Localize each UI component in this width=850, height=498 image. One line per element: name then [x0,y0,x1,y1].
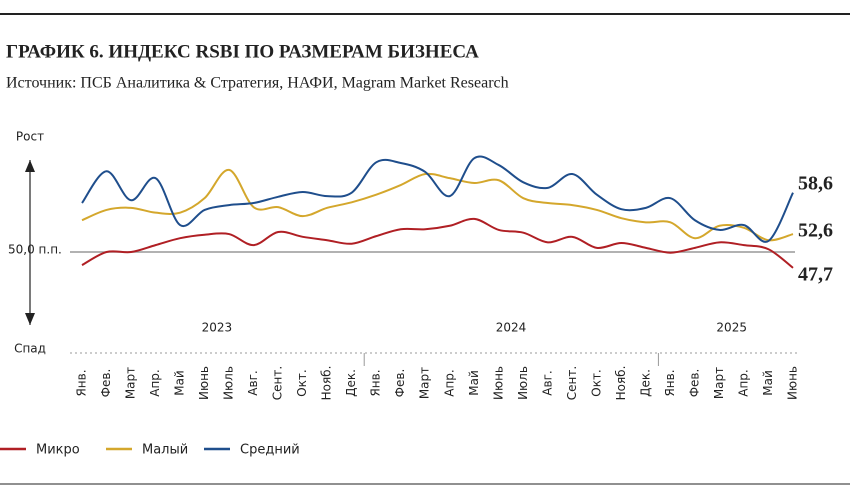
legend-label: Средний [240,443,300,458]
x-tick-label: Май [467,370,481,396]
x-tick-label: Май [173,370,187,396]
year-label: 2023 [202,321,233,335]
series-line [81,155,794,243]
x-tick-label: Авг. [246,370,260,395]
value-label: 58,6 [798,172,833,194]
x-tick-label: Июль [222,366,236,400]
series-line [81,217,794,269]
series-line [81,168,794,242]
x-tick-label: Янв. [369,369,383,396]
x-tick-label: Апр. [736,369,750,397]
x-tick-label: Окт. [589,369,603,397]
legend-label: Малый [142,443,188,458]
x-tick-label: Май [761,370,775,396]
x-tick-label: Нояб. [320,366,334,401]
x-tick-label: Окт. [295,369,309,397]
x-tick-label: Авг. [540,370,554,395]
x-tick-label: Фев. [99,369,113,398]
x-tick-label: Сент. [271,366,285,400]
x-tick-label: Дек. [638,369,652,397]
value-label: 47,7 [798,263,833,285]
value-label: 52,6 [798,220,833,242]
x-tick-label: Март [418,367,432,399]
y-tick-label: 50,0 п.п. [8,243,62,257]
x-tick-label: Июнь [786,366,800,400]
x-tick-label: Янв. [663,369,677,396]
x-tick-label: Март [124,367,138,399]
x-tick-label: Июль [516,366,530,400]
x-tick-label: Янв. [75,369,89,396]
x-tick-label: Апр. [442,369,456,397]
x-tick-label: Фев. [393,369,407,398]
chart-title: ГРАФИК 6. ИНДЕКС RSBI ПО РАЗМЕРАМ БИЗНЕС… [6,41,479,62]
x-tick-label: Фев. [687,369,701,398]
annotation: Спад [14,342,46,356]
x-tick-label: Дек. [344,369,358,397]
year-label: 2024 [496,321,527,335]
annotation: Рост [16,130,44,144]
x-tick-label: Сент. [565,366,579,400]
x-tick-label: Нояб. [614,366,628,401]
x-tick-label: Март [712,367,726,399]
chart-subtitle: Источник: ПСБ Аналитика & Стратегия, НАФ… [6,75,509,92]
year-label: 2025 [716,321,747,335]
x-tick-label: Апр. [148,369,162,397]
x-tick-label: Июнь [197,366,211,400]
legend-label: Микро [36,443,80,458]
x-tick-label: Июнь [491,366,505,400]
